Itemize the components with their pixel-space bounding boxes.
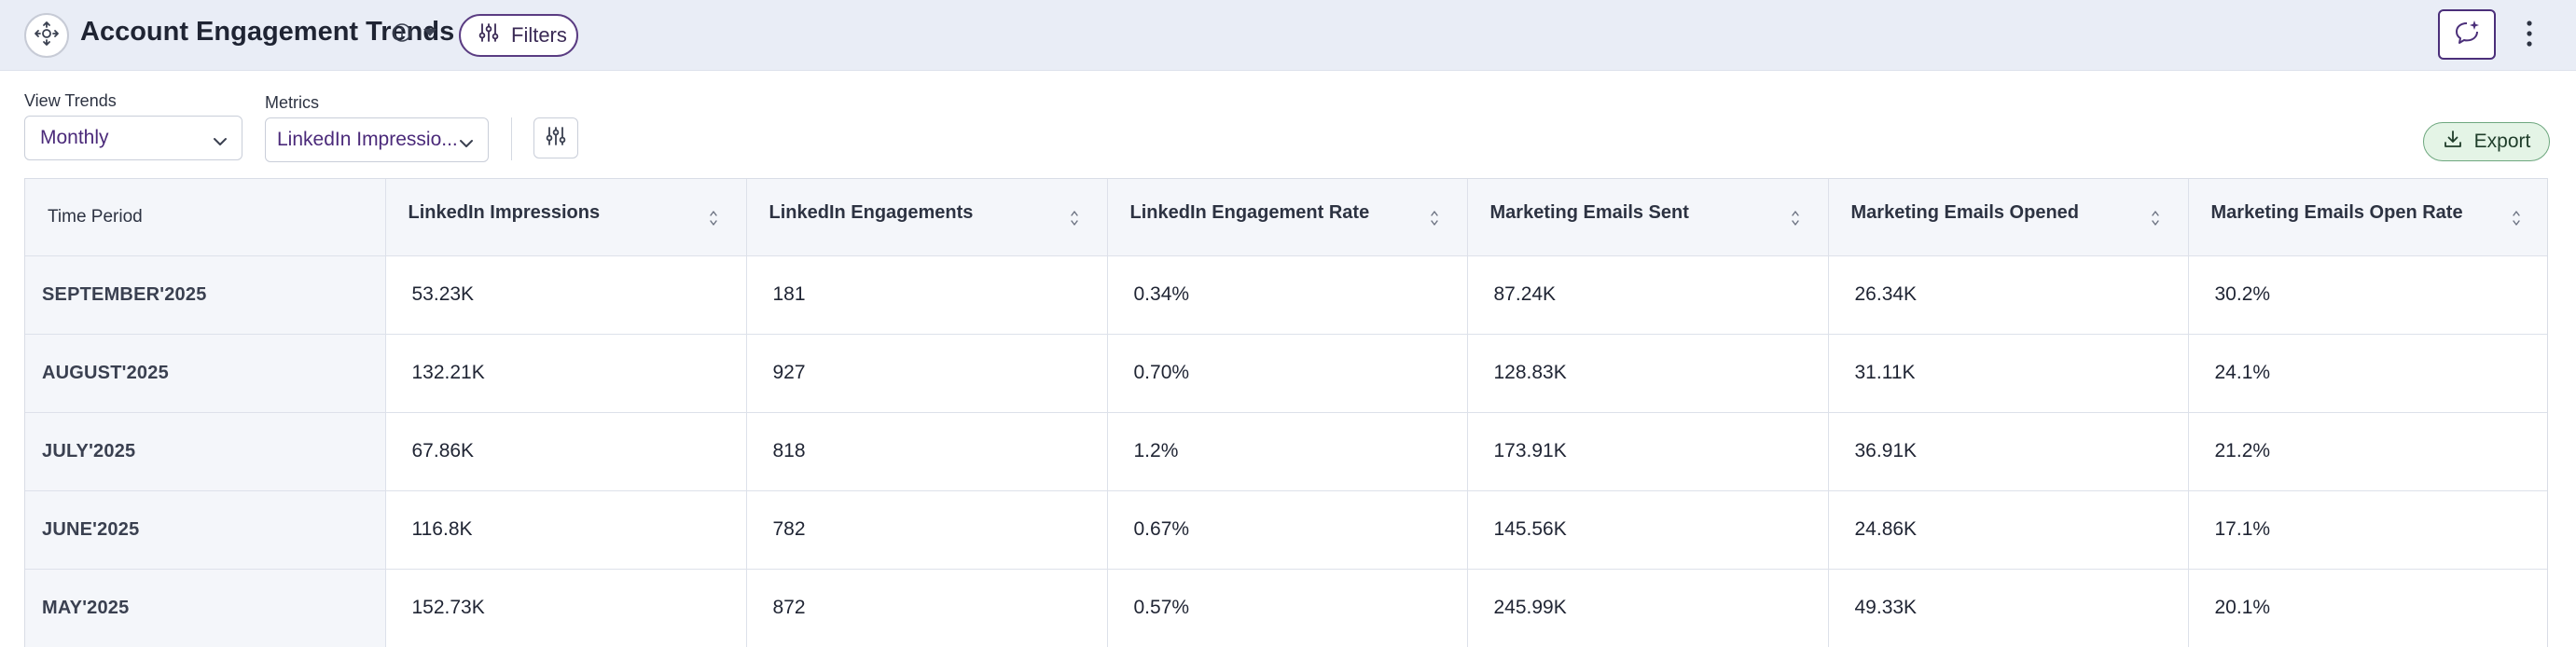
table-cell: 927 <box>746 334 1108 413</box>
table-cell: 24.1% <box>2188 334 2547 413</box>
filters-button[interactable]: Filters <box>459 14 578 57</box>
sort-icon[interactable] <box>1430 209 1439 233</box>
caret-down-icon[interactable] <box>422 26 438 44</box>
sort-icon[interactable] <box>2151 209 2160 233</box>
view-trends-select[interactable]: Monthly <box>24 116 242 160</box>
table-row: JUNE'2025 116.8K 782 0.67% 145.56K 24.86… <box>25 490 2547 570</box>
column-header-linkedin-engagement-rate[interactable]: LinkedIn Engagement Rate <box>1107 179 1468 256</box>
table-cell: 181 <box>746 255 1108 335</box>
table-cell: 0.34% <box>1107 255 1468 335</box>
info-icon[interactable] <box>392 22 412 48</box>
table-cell: 53.23K <box>385 255 747 335</box>
time-period-cell: SEPTEMBER'2025 <box>25 255 386 335</box>
assistant-button[interactable] <box>2438 9 2496 60</box>
move-arrows-icon <box>33 20 61 52</box>
sort-icon[interactable] <box>2512 209 2521 233</box>
table-row: JULY'2025 67.86K 818 1.2% 173.91K 36.91K… <box>25 412 2547 491</box>
chevron-down-icon <box>458 133 475 156</box>
column-header-marketing-emails-opened[interactable]: Marketing Emails Opened <box>1828 179 2189 256</box>
sort-icon[interactable] <box>709 209 718 233</box>
column-header-time-period: Time Period <box>25 179 386 256</box>
app-menu-button[interactable] <box>24 13 69 58</box>
view-trends-value: Monthly <box>40 127 109 148</box>
tune-icon <box>545 125 567 152</box>
time-period-cell: MAY'2025 <box>25 569 386 647</box>
chat-sparkle-icon <box>2452 18 2482 52</box>
table-cell: 21.2% <box>2188 412 2547 491</box>
table-cell: 49.33K <box>1828 569 2189 647</box>
trends-table: Time Period LinkedIn Impressions LinkedI… <box>24 178 2548 647</box>
sort-icon[interactable] <box>1791 209 1800 233</box>
column-header-marketing-emails-sent[interactable]: Marketing Emails Sent <box>1467 179 1829 256</box>
sliders-icon <box>478 21 500 49</box>
table-cell: 145.56K <box>1467 490 1829 570</box>
table-cell: 872 <box>746 569 1108 647</box>
table-cell: 116.8K <box>385 490 747 570</box>
table-row: SEPTEMBER'2025 53.23K 181 0.34% 87.24K 2… <box>25 255 2547 335</box>
chevron-down-icon <box>212 131 229 154</box>
column-header-linkedin-impressions[interactable]: LinkedIn Impressions <box>385 179 747 256</box>
export-button[interactable]: Export <box>2423 122 2550 161</box>
view-trends-label: View Trends <box>24 91 117 110</box>
table-cell: 782 <box>746 490 1108 570</box>
table-cell: 30.2% <box>2188 255 2547 335</box>
column-settings-button[interactable] <box>533 117 578 158</box>
sort-icon[interactable] <box>1070 209 1079 233</box>
export-label: Export <box>2473 131 2531 152</box>
table-cell: 24.86K <box>1828 490 2189 570</box>
column-header-marketing-emails-open-rate[interactable]: Marketing Emails Open Rate <box>2188 179 2547 256</box>
controls-divider <box>511 117 512 160</box>
table-cell: 132.21K <box>385 334 747 413</box>
table-cell: 245.99K <box>1467 569 1829 647</box>
table-cell: 87.24K <box>1467 255 1829 335</box>
download-icon <box>2443 129 2463 155</box>
table-cell: 0.70% <box>1107 334 1468 413</box>
time-period-cell: JUNE'2025 <box>25 490 386 570</box>
table-cell: 17.1% <box>2188 490 2547 570</box>
table-cell: 818 <box>746 412 1108 491</box>
time-period-cell: AUGUST'2025 <box>25 334 386 413</box>
metrics-label: Metrics <box>265 93 319 112</box>
table-cell: 152.73K <box>385 569 747 647</box>
filters-label: Filters <box>511 23 567 47</box>
page-header: Account Engagement Trends Filters <box>0 0 2576 71</box>
table-cell: 1.2% <box>1107 412 1468 491</box>
table-cell: 0.67% <box>1107 490 1468 570</box>
metrics-value: LinkedIn Impressio... <box>277 129 458 150</box>
table-header-row: Time Period LinkedIn Impressions LinkedI… <box>25 179 2547 256</box>
more-vertical-icon[interactable] <box>2518 17 2541 55</box>
table-cell: 20.1% <box>2188 569 2547 647</box>
page-title: Account Engagement Trends <box>80 17 455 47</box>
column-header-linkedin-engagements[interactable]: LinkedIn Engagements <box>746 179 1108 256</box>
table-cell: 0.57% <box>1107 569 1468 647</box>
table-cell: 67.86K <box>385 412 747 491</box>
table-cell: 36.91K <box>1828 412 2189 491</box>
metrics-select[interactable]: LinkedIn Impressio... <box>265 117 489 162</box>
table-cell: 173.91K <box>1467 412 1829 491</box>
time-period-cell: JULY'2025 <box>25 412 386 491</box>
table-cell: 26.34K <box>1828 255 2189 335</box>
table-row: AUGUST'2025 132.21K 927 0.70% 128.83K 31… <box>25 334 2547 413</box>
table-row: MAY'2025 152.73K 872 0.57% 245.99K 49.33… <box>25 569 2547 647</box>
table-cell: 31.11K <box>1828 334 2189 413</box>
table-cell: 128.83K <box>1467 334 1829 413</box>
